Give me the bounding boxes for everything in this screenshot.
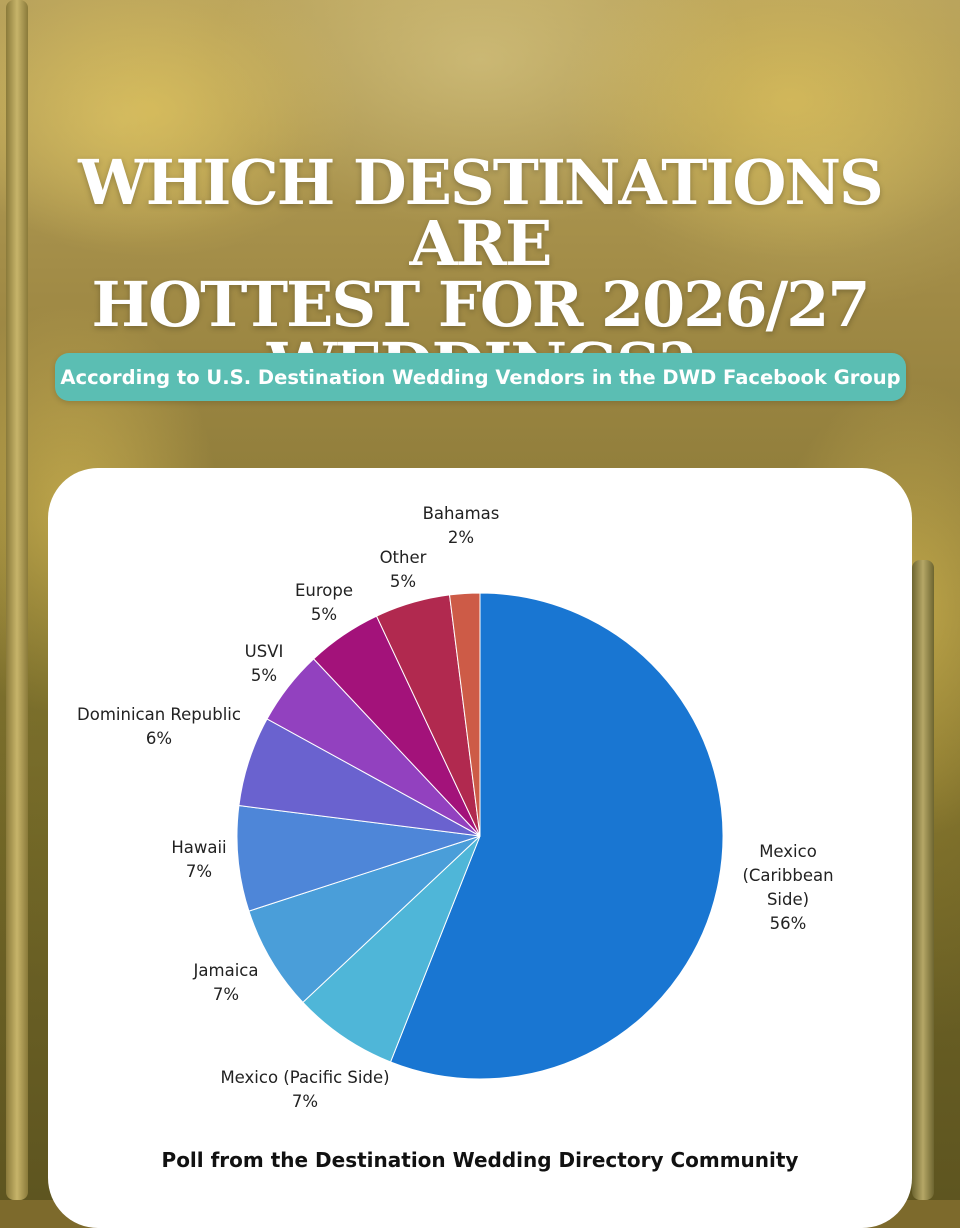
slice-label-hawaii: Hawaii 7% bbox=[171, 838, 226, 881]
pie-slice-hawaii bbox=[236, 804, 481, 912]
subtitle-text: According to U.S. Destination Wedding Ve… bbox=[60, 365, 901, 389]
pie-slice-jamaica bbox=[248, 835, 481, 1004]
pie-slice-mexico-caribbean-side bbox=[389, 592, 724, 1080]
title-line-1: WHICH DESTINATIONS ARE bbox=[78, 146, 884, 280]
chart-footer: Poll from the Destination Wedding Direct… bbox=[161, 1148, 799, 1172]
slice-label-usvi: USVI 5% bbox=[245, 642, 284, 685]
slice-label-bahamas: Bahamas 2% bbox=[423, 504, 500, 547]
title-line-2: HOTTEST FOR 2026/27 bbox=[91, 268, 870, 341]
slice-label-other: Other 5% bbox=[380, 548, 427, 591]
pie-chart: Mexico (Caribbean Side) 56% Mexico (Pacific … bbox=[77, 504, 834, 1111]
pie-labels: Mexico (Caribbean Side) 56% Mexico (Pacific … bbox=[77, 504, 834, 1111]
slice-label-dominican-republic: Dominican Republic 6% bbox=[77, 705, 241, 748]
subtitle-banner: According to U.S. Destination Wedding Ve… bbox=[55, 353, 906, 401]
slice-label-europe: Europe 5% bbox=[295, 581, 353, 624]
slice-label-mexico-caribbean-side: Mexico (Caribbean Side) 56% bbox=[742, 842, 833, 933]
pie-slice-bahamas bbox=[448, 592, 481, 837]
slice-label-mexico-pacific-side: Mexico (Pacific Side) 7% bbox=[220, 1068, 389, 1111]
pie-slice-mexico-pacific-side bbox=[302, 835, 481, 1063]
slice-label-jamaica: Jamaica 7% bbox=[193, 961, 259, 1004]
pie-slices bbox=[236, 592, 724, 1080]
